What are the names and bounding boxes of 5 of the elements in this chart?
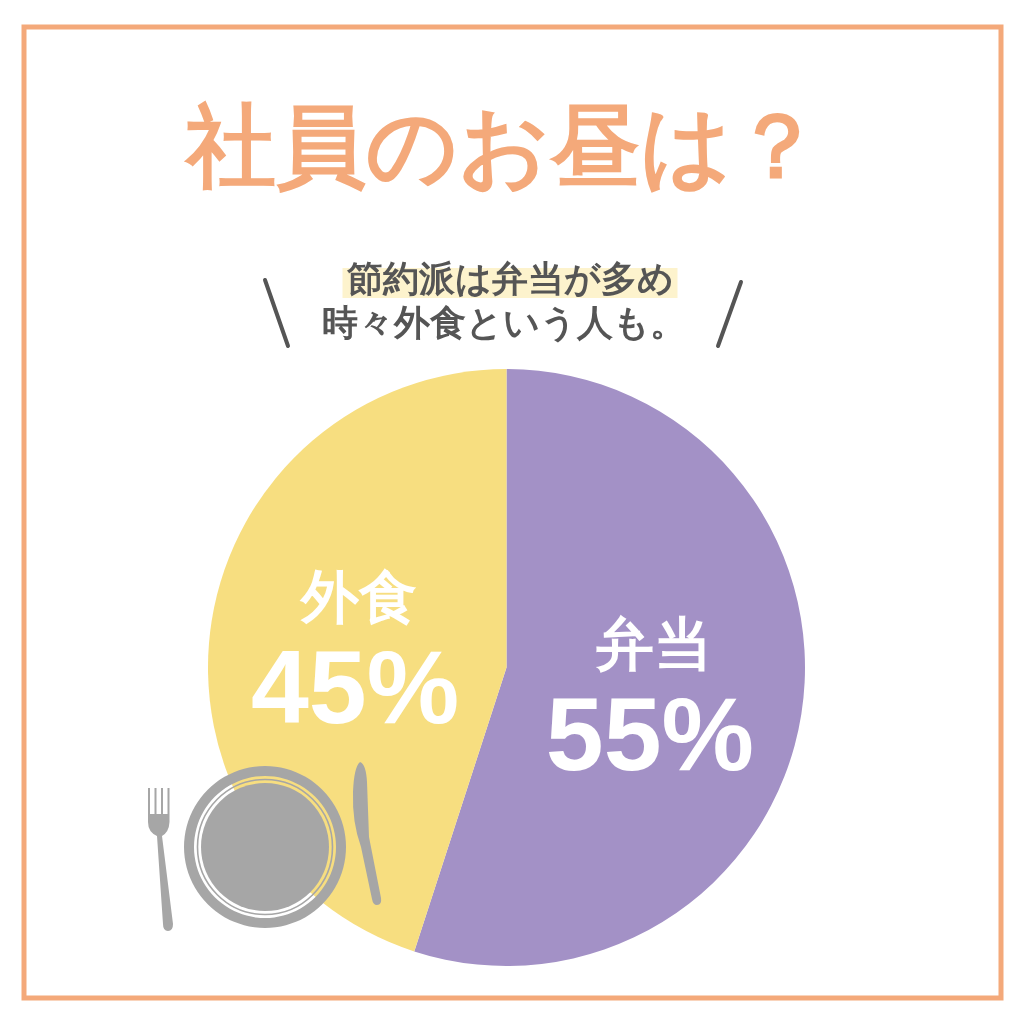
slice-label: 弁当 bbox=[594, 609, 712, 678]
chart-subtitle: 節約派は弁当が多め bbox=[345, 258, 674, 300]
text: 時々外食という人も。 bbox=[322, 302, 686, 344]
data-label: 55% bbox=[545, 675, 754, 792]
chart-title: 社員のお昼は？ bbox=[183, 93, 822, 199]
